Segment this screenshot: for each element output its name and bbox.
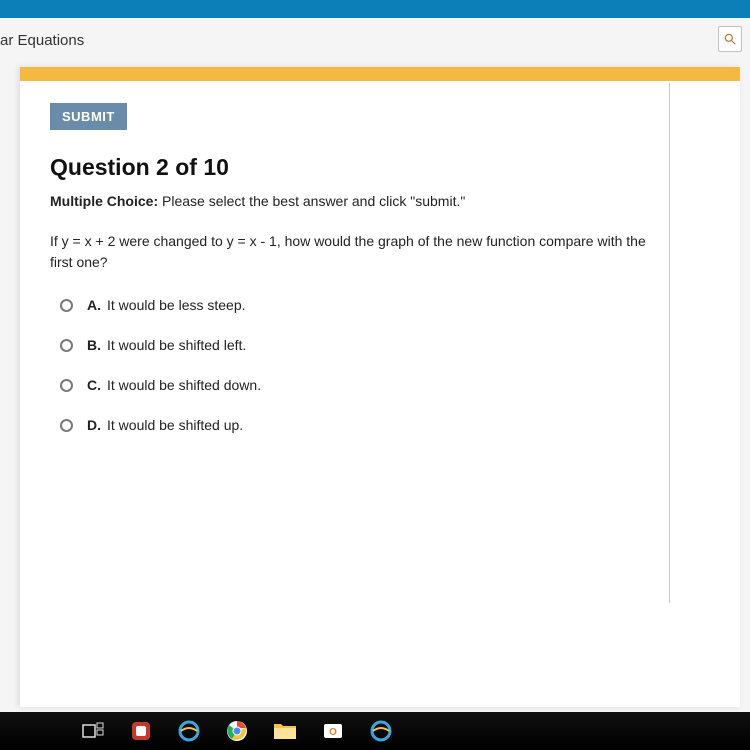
- windows-taskbar[interactable]: O: [0, 712, 750, 750]
- radio-icon: [60, 419, 73, 432]
- option-text: It would be shifted up.: [107, 417, 243, 433]
- question-type-label: Multiple Choice:: [50, 193, 158, 209]
- ie2-icon[interactable]: [368, 718, 394, 744]
- taskview-icon[interactable]: [80, 718, 106, 744]
- question-column: SUBMIT Question 2 of 10 Multiple Choice:…: [50, 103, 669, 603]
- question-type-text: Please select the best answer and click …: [158, 193, 465, 209]
- question-number: Question 2 of 10: [50, 154, 649, 181]
- option-letter: C.: [87, 377, 101, 393]
- submit-button[interactable]: SUBMIT: [50, 103, 127, 130]
- browser-titlebar: [0, 0, 750, 18]
- question-prompt: If y = x + 2 were changed to y = x - 1, …: [50, 231, 649, 273]
- option-text: It would be shifted left.: [107, 337, 246, 353]
- breadcrumb: ar Equations: [0, 26, 84, 55]
- option-c[interactable]: C. It would be shifted down.: [60, 377, 649, 393]
- question-card: SUBMIT Question 2 of 10 Multiple Choice:…: [20, 67, 740, 707]
- option-d[interactable]: D. It would be shifted up.: [60, 417, 649, 433]
- office-icon[interactable]: O: [320, 718, 346, 744]
- page-header: ar Equations: [0, 18, 750, 63]
- option-text: It would be shifted down.: [107, 377, 261, 393]
- file-explorer-icon[interactable]: [272, 718, 298, 744]
- option-letter: D.: [87, 417, 101, 433]
- option-b[interactable]: B. It would be shifted left.: [60, 337, 649, 353]
- ie-icon[interactable]: [176, 718, 202, 744]
- radio-icon: [60, 299, 73, 312]
- app-icon[interactable]: [128, 718, 154, 744]
- radio-icon: [60, 339, 73, 352]
- card-accent-bar: [20, 67, 740, 81]
- search-icon: [723, 32, 737, 46]
- option-letter: A.: [87, 297, 101, 313]
- svg-text:O: O: [329, 727, 337, 738]
- chrome-icon[interactable]: [224, 718, 250, 744]
- option-letter: B.: [87, 337, 101, 353]
- search-button[interactable]: [718, 26, 742, 52]
- options-list: A. It would be less steep. B. It would b…: [50, 297, 649, 433]
- sidebar-column: [670, 103, 710, 603]
- option-a[interactable]: A. It would be less steep.: [60, 297, 649, 313]
- radio-icon: [60, 379, 73, 392]
- page-body: ar Equations SUBMIT Question 2 of 10 Mul…: [0, 18, 750, 712]
- option-text: It would be less steep.: [107, 297, 246, 313]
- question-instructions: Multiple Choice: Please select the best …: [50, 193, 649, 209]
